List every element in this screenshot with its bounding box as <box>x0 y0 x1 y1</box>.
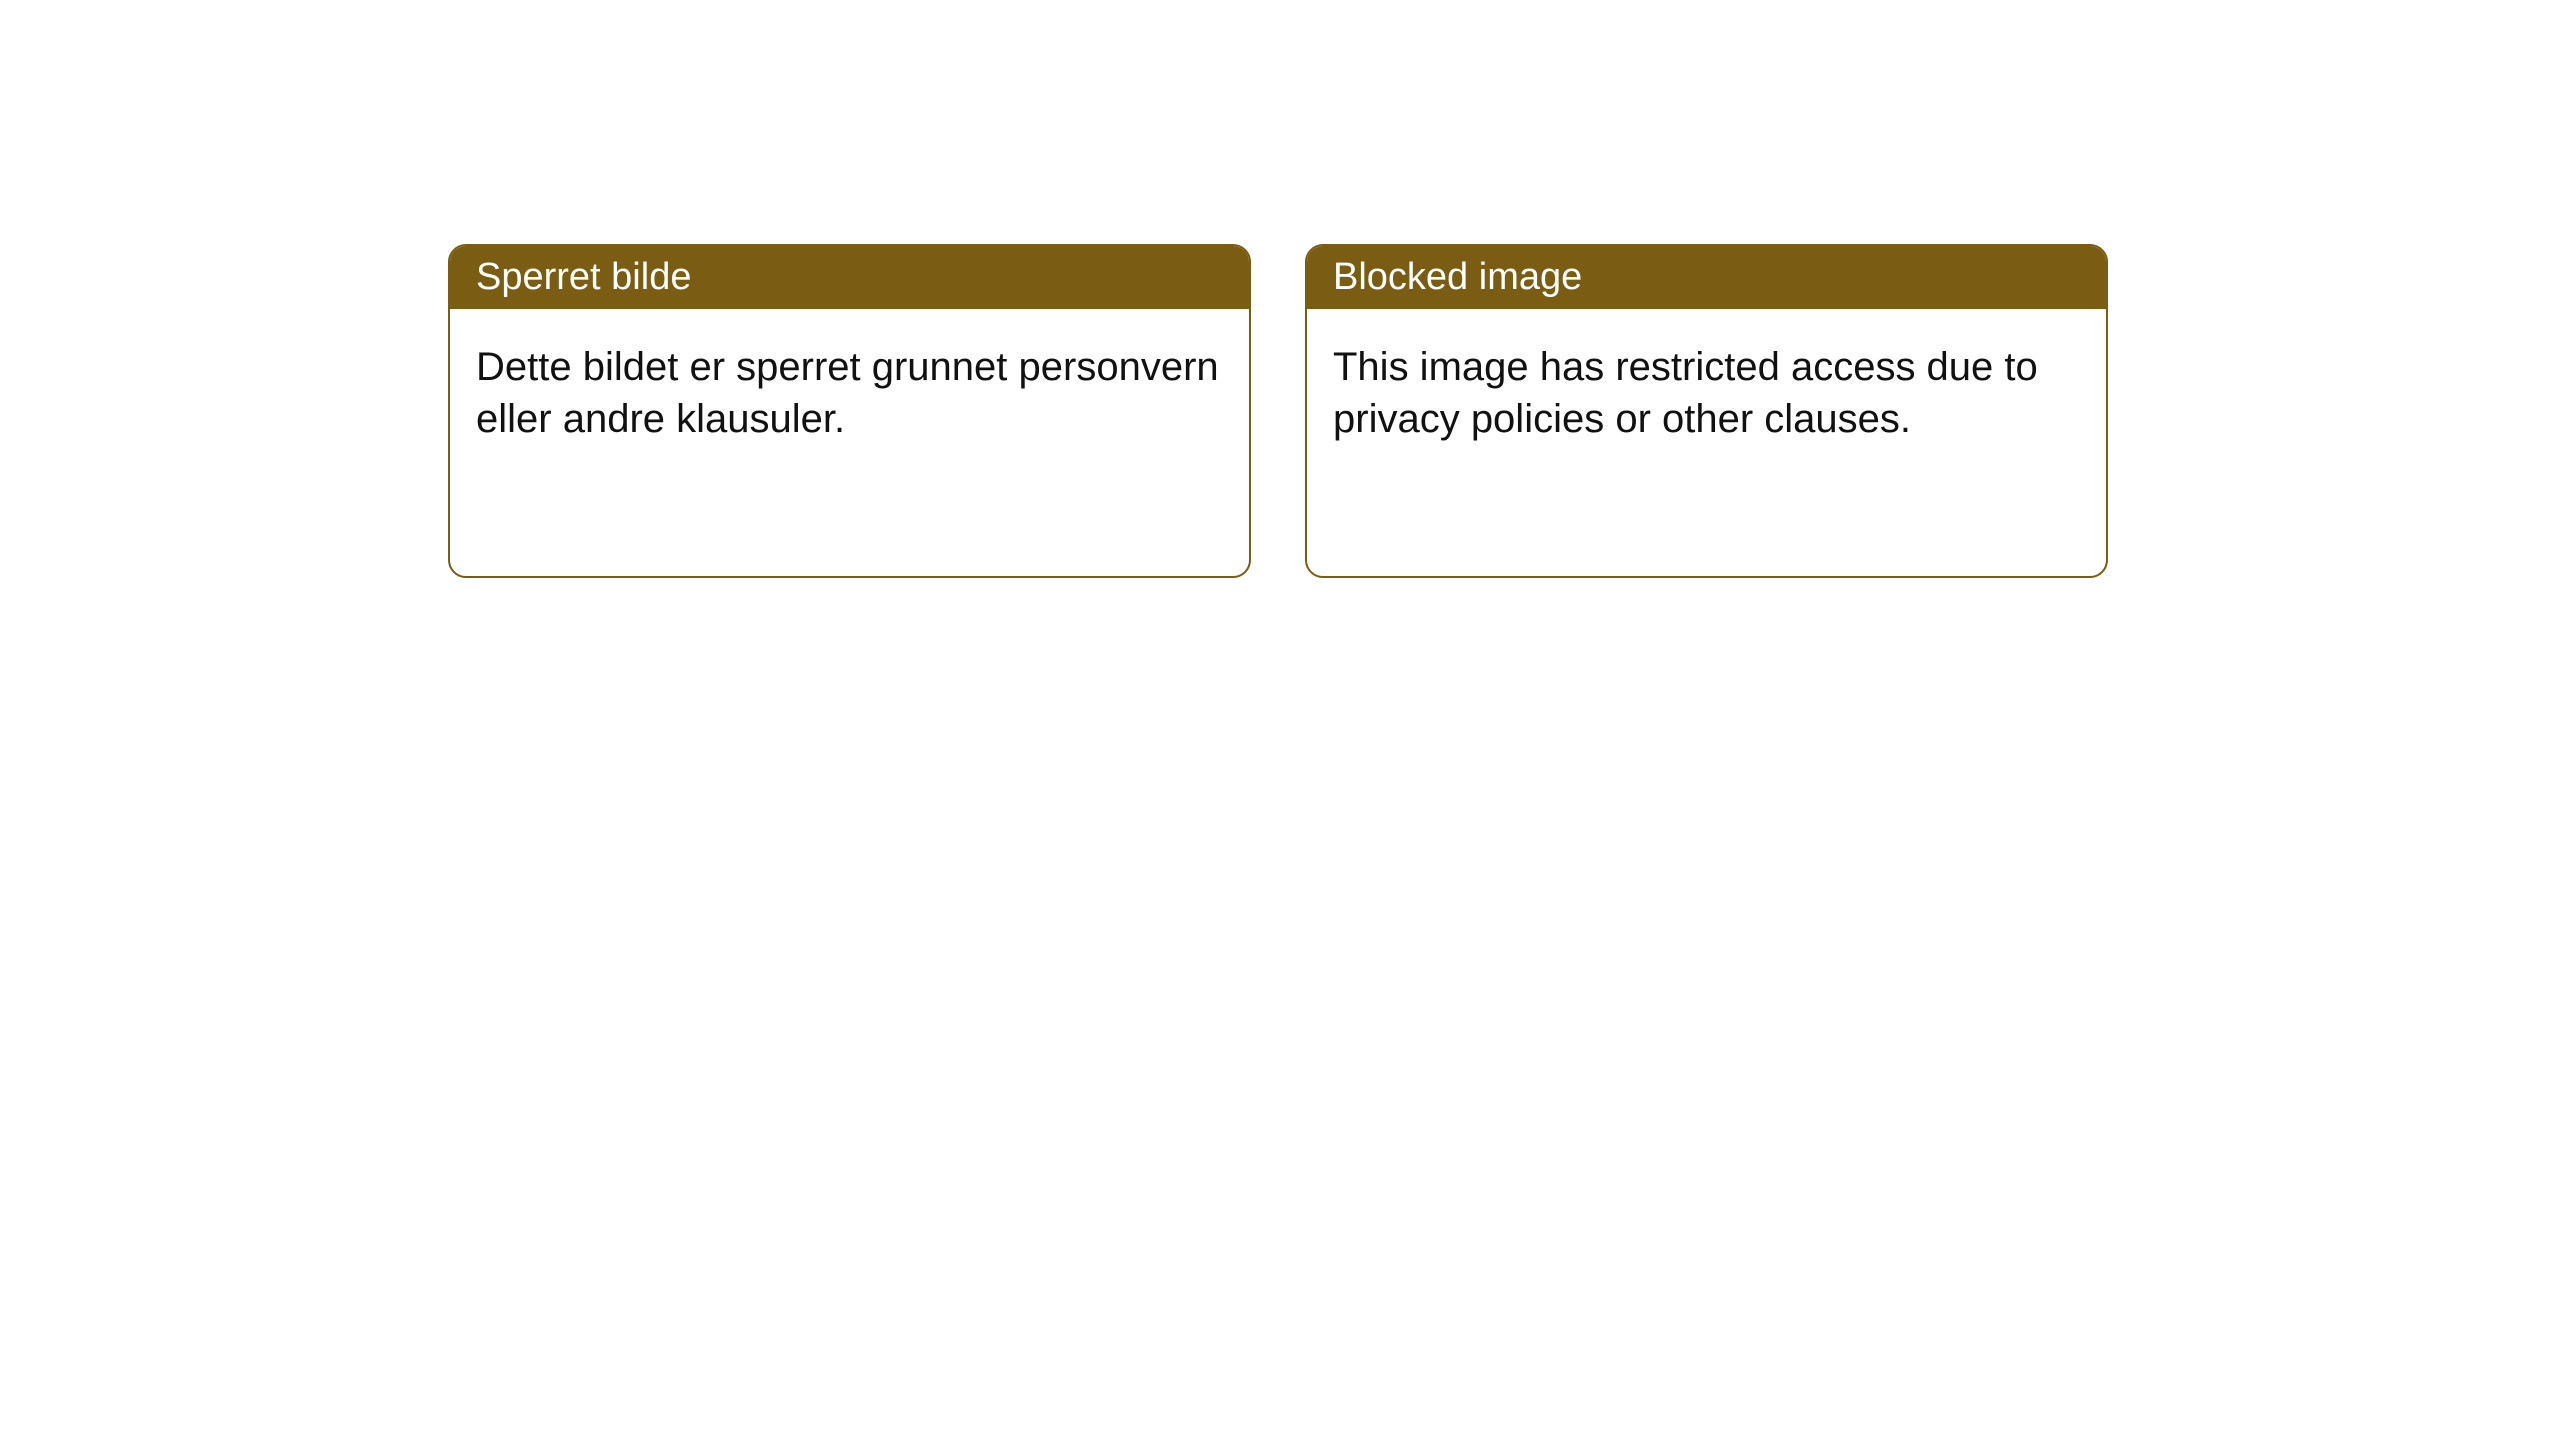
notice-cards-container: Sperret bilde Dette bildet er sperret gr… <box>448 244 2108 578</box>
notice-card-english: Blocked image This image has restricted … <box>1305 244 2108 578</box>
card-header-english: Blocked image <box>1307 246 2106 309</box>
notice-card-norwegian: Sperret bilde Dette bildet er sperret gr… <box>448 244 1251 578</box>
card-body-english: This image has restricted access due to … <box>1307 309 2106 477</box>
card-body-norwegian: Dette bildet er sperret grunnet personve… <box>450 309 1249 477</box>
card-header-norwegian: Sperret bilde <box>450 246 1249 309</box>
